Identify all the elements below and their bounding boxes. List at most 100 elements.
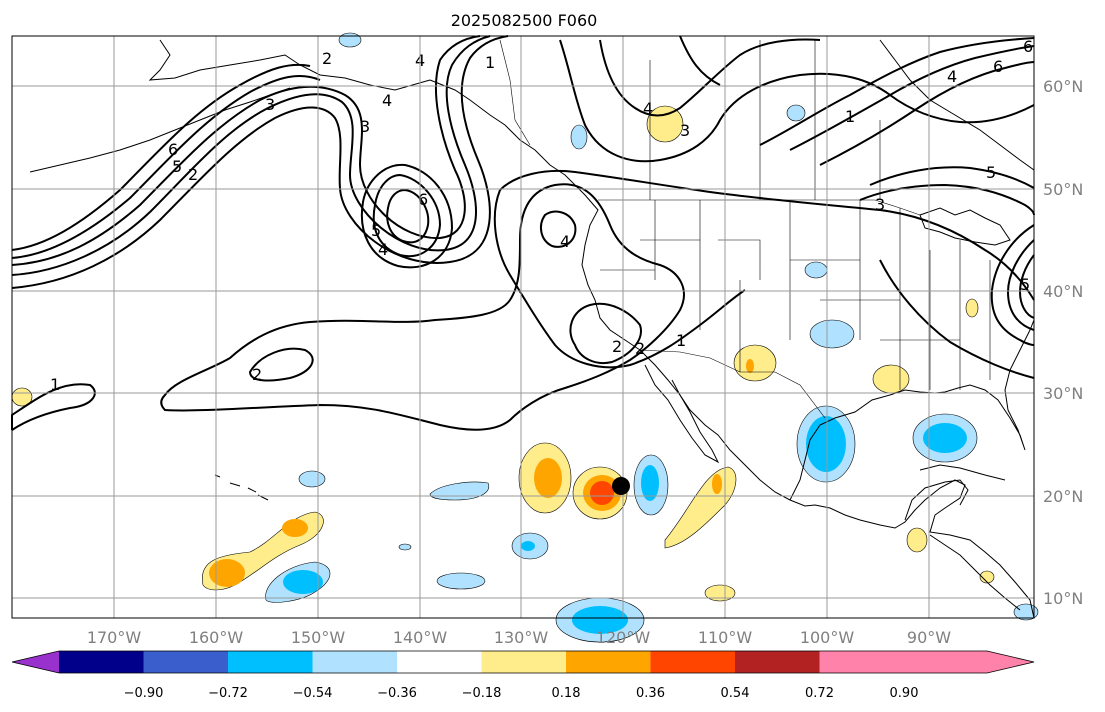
contour-label: 4 <box>560 232 570 251</box>
contour-line <box>11 35 509 289</box>
colorbar-tick-label: −0.90 <box>124 686 164 701</box>
contour-line <box>879 259 1035 379</box>
contour-line <box>990 224 1035 346</box>
positive-anomaly <box>906 527 928 553</box>
lat-label: 40°N <box>1043 282 1083 301</box>
contour-line <box>599 35 821 117</box>
lat-label: 50°N <box>1043 180 1083 199</box>
negative-anomaly <box>786 104 806 122</box>
lon-label: 160°W <box>189 628 244 647</box>
contour-label: 2 <box>612 337 622 356</box>
contour-label: 6 <box>1023 37 1033 56</box>
contour-line <box>160 183 685 431</box>
positive-anomaly <box>282 519 308 537</box>
negative-anomaly <box>338 32 362 48</box>
lon-label: 140°W <box>393 628 448 647</box>
contour-line <box>569 302 642 364</box>
north-america-coastline <box>429 79 1035 619</box>
canada-province-boundaries <box>649 40 881 200</box>
negative-anomaly <box>298 470 326 488</box>
contour-line <box>493 169 1035 369</box>
contour-label: 4 <box>382 91 392 110</box>
lon-label: 130°W <box>494 628 549 647</box>
contour-label: 4 <box>378 240 388 259</box>
contour-line <box>361 163 454 269</box>
political-borders <box>499 39 991 419</box>
contour-label: 6 <box>993 57 1003 76</box>
positive-anomaly <box>746 359 754 373</box>
contour-label: 1 <box>50 375 60 394</box>
negative-anomaly <box>572 606 628 634</box>
coastlines <box>29 39 1035 619</box>
lon-label: 110°W <box>698 628 753 647</box>
map-frame <box>11 35 1035 619</box>
positive-anomaly <box>209 559 245 587</box>
latitude-labels: 60°N 50°N 40°N 30°N 20°N 10°N <box>1043 77 1083 608</box>
positive-anomaly <box>965 298 979 318</box>
great-lakes <box>919 207 1011 246</box>
contour-label: 3 <box>875 195 885 214</box>
contour-line <box>11 35 481 266</box>
colorbar-segment <box>143 651 228 673</box>
contour-line <box>386 188 430 244</box>
negative-anomaly <box>809 319 855 349</box>
lat-label: 30°N <box>1043 384 1083 403</box>
negative-anomaly <box>521 541 535 551</box>
contour-label: 1 <box>845 107 855 126</box>
storm-center-marker <box>612 477 630 495</box>
negative-anomaly <box>641 465 659 501</box>
lon-label: 170°W <box>87 628 142 647</box>
contour-label: 2 <box>322 49 332 68</box>
colorbar-segment <box>735 651 820 673</box>
hawaiian-islands <box>214 474 269 501</box>
longitude-labels: 170°W 160°W 150°W 140°W 130°W 120°W 110°… <box>87 628 951 647</box>
colorbar: −0.90 −0.72 −0.54 −0.36 −0.18 0.18 0.36 … <box>11 650 1035 701</box>
contour-lines <box>11 35 1035 431</box>
contour-label: 2 <box>252 365 262 384</box>
colorbar-tick-label: −0.54 <box>293 686 333 701</box>
contour-label: 5 <box>172 157 182 176</box>
contour-label: 4 <box>947 67 957 86</box>
colorbar-tick-label: 0.18 <box>552 686 581 701</box>
lat-label: 10°N <box>1043 589 1083 608</box>
negative-anomaly <box>398 543 412 551</box>
colorbar-tick-label: 0.54 <box>721 686 750 701</box>
lon-label: 150°W <box>291 628 346 647</box>
contour-label: 4 <box>643 99 653 118</box>
alaska-coastline <box>148 39 431 91</box>
contour-label: 3 <box>265 95 275 114</box>
positive-anomaly <box>712 474 722 494</box>
colorbar-tick-label: −0.18 <box>462 686 502 701</box>
contour-label: 6 <box>418 190 428 209</box>
state-boundaries <box>600 200 991 390</box>
positive-anomaly <box>590 481 614 505</box>
yucatan-coastline <box>904 479 969 521</box>
contour-label: 5 <box>986 163 996 182</box>
colorbar-tick-label: 0.90 <box>890 686 919 701</box>
lon-label: 100°W <box>800 628 855 647</box>
contour-line <box>11 63 321 259</box>
colorbar-extend-high <box>904 651 1034 673</box>
lat-label: 60°N <box>1043 77 1083 96</box>
colorbar-segment <box>566 651 651 673</box>
colorbar-tick-label: 0.72 <box>805 686 834 701</box>
anomaly-shading <box>11 32 1039 643</box>
lon-label: 120°W <box>596 628 651 647</box>
colorbar-tick-label: −0.36 <box>377 686 417 701</box>
positive-anomaly <box>704 584 736 602</box>
cuba-coastline <box>919 464 1006 481</box>
colorbar-extend-low <box>12 651 59 673</box>
map-background <box>12 36 1034 618</box>
colorbar-segment <box>397 651 482 673</box>
negative-anomaly <box>806 416 846 472</box>
graticule <box>12 36 1034 618</box>
negative-anomaly <box>436 572 486 590</box>
contour-label: 5 <box>1020 275 1030 294</box>
colorbar-segment <box>59 651 144 673</box>
contour-label: 6 <box>168 140 178 159</box>
positive-anomaly <box>534 458 562 498</box>
colorbar-outline <box>11 650 1035 674</box>
contour-label: 2 <box>635 339 645 358</box>
positive-anomaly <box>979 570 995 584</box>
colorbar-segment <box>481 651 566 673</box>
